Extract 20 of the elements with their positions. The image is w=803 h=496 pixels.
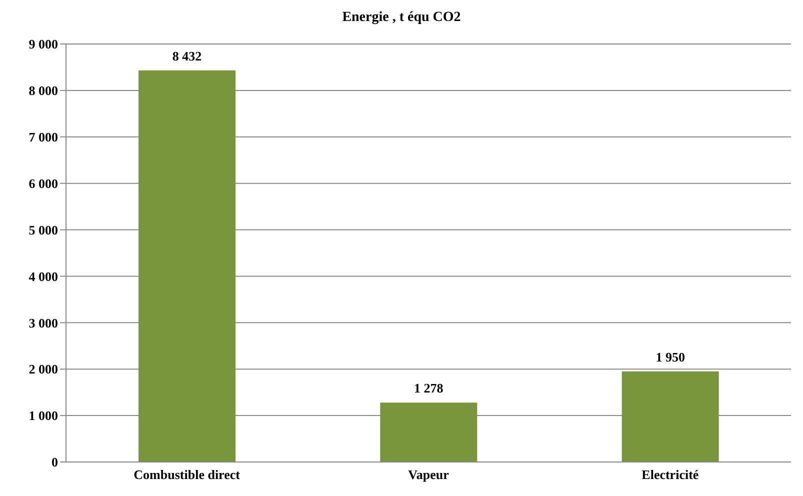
data-label: 1 950 — [656, 349, 685, 364]
x-tick-label: Combustible direct — [134, 467, 241, 482]
y-tick-label: 9 000 — [28, 36, 58, 52]
y-tick-label: 0 — [52, 454, 58, 470]
x-tick-label: Electricité — [642, 467, 699, 482]
data-label: 1 278 — [414, 380, 444, 396]
y-tick-label: 6 000 — [28, 176, 58, 191]
y-tick-label: 1 000 — [28, 408, 58, 424]
y-tick-label: 8 000 — [28, 83, 58, 98]
bar — [622, 371, 719, 462]
y-tick-label: 7 000 — [28, 130, 58, 145]
x-tick-label: Vapeur — [408, 467, 450, 482]
y-tick-label: 4 000 — [28, 268, 58, 284]
y-tick-label: 3 000 — [28, 315, 58, 330]
bar — [138, 70, 236, 462]
y-tick-label: 2 000 — [28, 362, 58, 377]
data-label: 8 432 — [172, 48, 202, 64]
bar — [380, 402, 478, 462]
chart-title: Energie , t équ CO2 — [341, 9, 462, 27]
y-tick-label: 5 000 — [28, 222, 58, 238]
